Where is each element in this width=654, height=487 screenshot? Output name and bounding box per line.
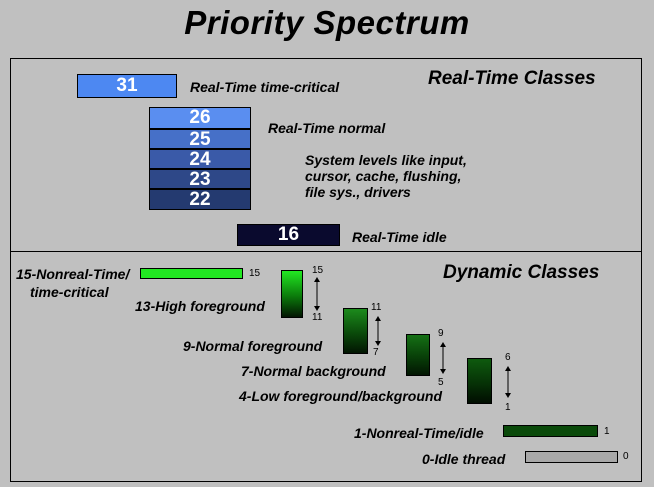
label-line: 15-Nonreal-Time/	[16, 266, 130, 282]
stack-normal-background	[406, 334, 430, 376]
level-23-box: 23	[149, 169, 251, 189]
realtime-heading: Real-Time Classes	[428, 68, 596, 89]
range-bottom-normal-foreground: 7	[373, 347, 379, 358]
realtime-normal-stack: 26 25 24 23 22	[149, 107, 251, 210]
dynamic-heading: Dynamic Classes	[443, 262, 600, 283]
diagram-frame	[10, 58, 642, 482]
level-22-box: 22	[149, 189, 251, 210]
bar-time-critical	[140, 268, 243, 279]
level-25-box: 25	[149, 129, 251, 149]
range-arrow-icon	[440, 342, 446, 374]
label-rt-idle: Real-Time idle	[352, 229, 447, 245]
system-levels-note: System levels like input, cursor, cache,…	[305, 152, 467, 200]
range-arrow-icon	[314, 277, 320, 311]
level-24-box: 24	[149, 149, 251, 169]
label-normal-background: 7-Normal background	[241, 363, 386, 379]
level-31-box: 31	[77, 74, 177, 98]
bar-nonreal-idle	[503, 425, 598, 437]
page-title: Priority Spectrum	[184, 4, 470, 41]
label-low: 4-Low foreground/background	[239, 388, 442, 404]
label-nonreal-idle: 1-Nonreal-Time/idle	[354, 425, 484, 441]
range-arrow-icon	[375, 316, 381, 346]
level-16-box: 16	[237, 224, 340, 246]
value-idle-thread: 0	[623, 451, 629, 462]
system-note-line: file sys., drivers	[305, 184, 411, 200]
label-line: time-critical	[30, 284, 109, 300]
range-bottom-high-foreground: 11	[312, 312, 323, 323]
level-26-box: 26	[149, 107, 251, 129]
stack-normal-foreground	[343, 308, 368, 354]
range-top-low: 6	[505, 352, 511, 363]
label-rt-normal: Real-Time normal	[268, 120, 386, 136]
range-top-normal-background: 9	[438, 328, 444, 339]
section-divider	[10, 251, 642, 252]
stack-high-foreground	[281, 270, 303, 318]
label-high-foreground: 13-High foreground	[135, 298, 265, 314]
range-top-high-foreground: 15	[312, 265, 324, 276]
label-time-critical: 15-Nonreal-Time/ time-critical	[16, 266, 129, 300]
stack-low	[467, 358, 492, 404]
value-time-critical: 15	[249, 268, 261, 279]
range-bottom-low: 1	[505, 402, 511, 413]
value-nonreal-idle: 1	[604, 426, 610, 437]
label-normal-foreground: 9-Normal foreground	[183, 338, 323, 354]
system-note-line: cursor, cache, flushing,	[305, 168, 462, 184]
label-rt-time-critical: Real-Time time-critical	[190, 79, 340, 95]
range-bottom-normal-background: 5	[438, 377, 444, 388]
bar-idle-thread	[525, 451, 618, 463]
label-idle-thread: 0-Idle thread	[422, 451, 506, 467]
range-arrow-icon	[505, 366, 511, 398]
system-note-line: System levels like input,	[305, 152, 467, 168]
range-top-normal-foreground: 11	[371, 302, 382, 313]
